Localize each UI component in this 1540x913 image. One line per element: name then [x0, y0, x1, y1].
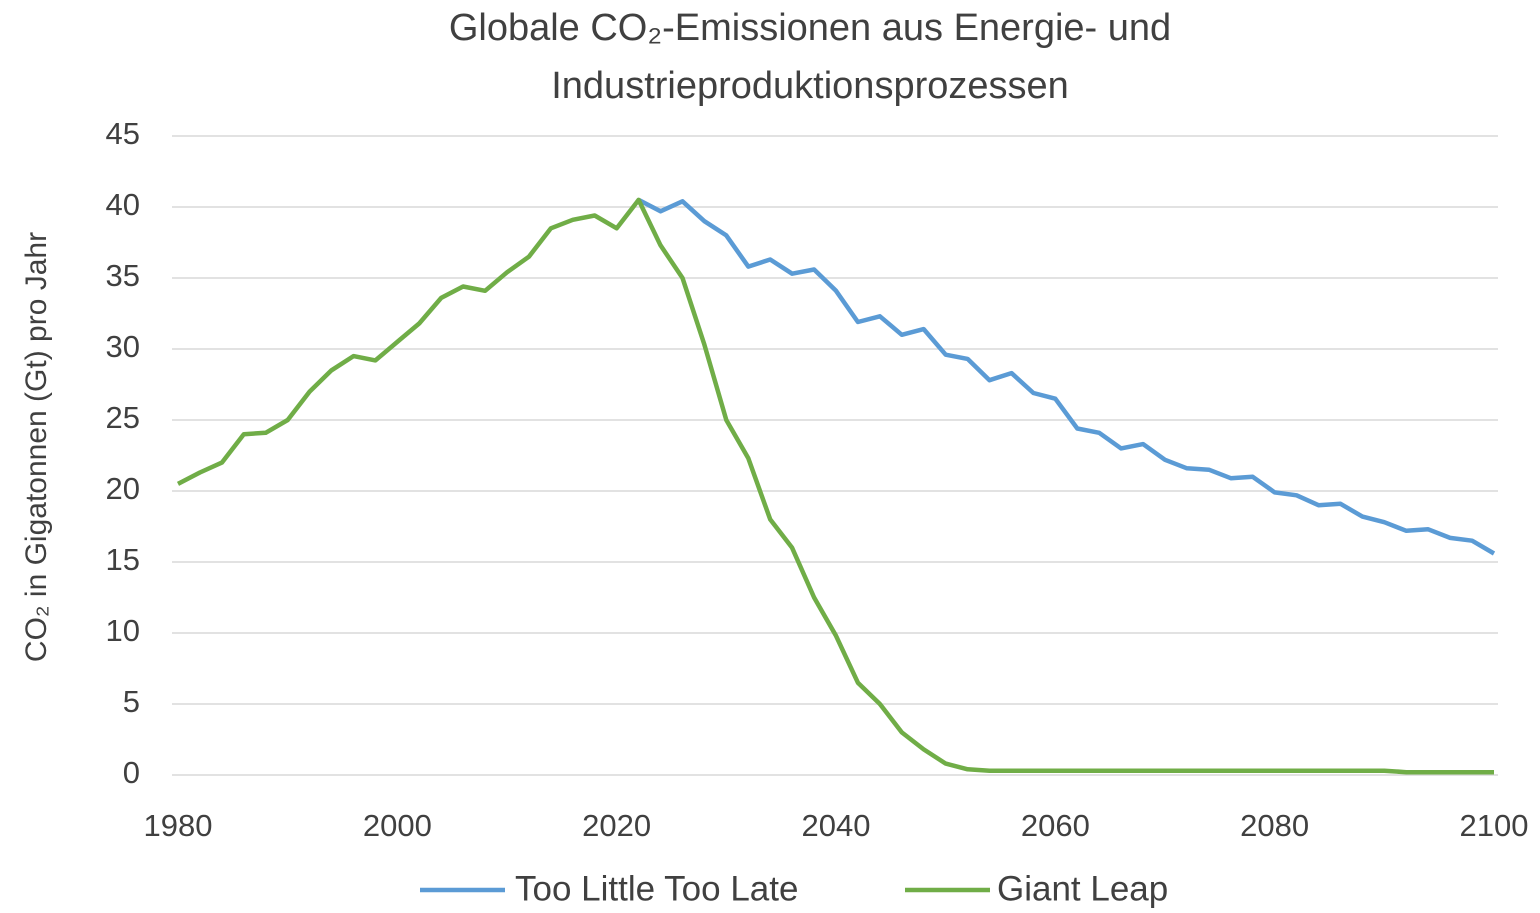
- y-tick-label: 35: [106, 258, 140, 293]
- y-tick-label: 5: [123, 684, 140, 719]
- legend-label: Giant Leap: [997, 869, 1168, 908]
- y-tick-label: 10: [106, 613, 140, 648]
- x-tick-label: 2000: [363, 808, 432, 843]
- x-tick-label: 1980: [144, 808, 213, 843]
- x-tick-label: 2020: [582, 808, 651, 843]
- y-tick-label: 30: [106, 329, 140, 364]
- y-tick-label: 25: [106, 400, 140, 435]
- y-tick-label: 0: [123, 755, 140, 790]
- x-tick-label: 2080: [1240, 808, 1309, 843]
- x-tick-label: 2060: [1021, 808, 1090, 843]
- legend-label: Too Little Too Late: [515, 869, 798, 908]
- y-tick-label: 40: [106, 187, 140, 222]
- y-axis-label: CO₂ in Gigatonnen (Gt) pro Jahr: [20, 232, 53, 662]
- chart-title: Globale CO₂-Emissionen aus Energie- und: [449, 7, 1171, 49]
- y-tick-label: 15: [106, 542, 140, 577]
- y-tick-label: 45: [106, 116, 140, 151]
- line-series: [637, 197, 1496, 556]
- y-tick-label: 20: [106, 471, 140, 506]
- x-tick-label: 2100: [1460, 808, 1529, 843]
- chart-title: Industrieproduktionsprozessen: [551, 65, 1069, 107]
- x-tick-label: 2040: [802, 808, 871, 843]
- line-series: [176, 197, 1494, 775]
